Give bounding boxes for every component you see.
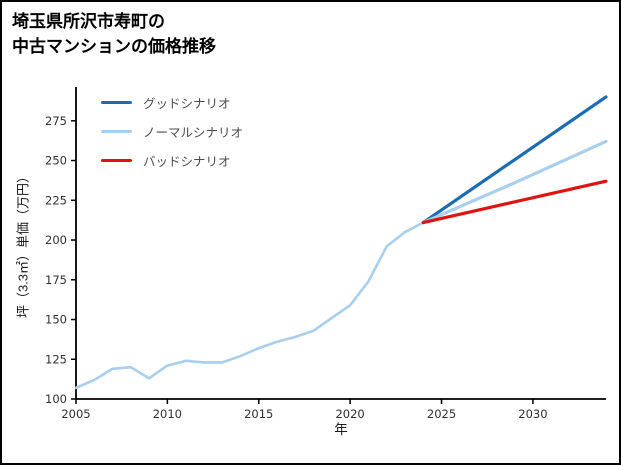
legend-item-good-scenario: グッドシナリオ xyxy=(101,93,243,112)
chart-title: 埼玉県所沢市寿町の 中古マンションの価格推移 xyxy=(12,10,216,59)
x-axis-label: 年 xyxy=(334,422,348,437)
series-line-1-グッドシナリオ xyxy=(421,95,608,225)
bad-scenario-line-swatch xyxy=(101,158,132,163)
x-tick-label: 2030 xyxy=(518,407,547,421)
legend-label-bad-scenario: バッドシナリオ xyxy=(143,155,231,169)
y-tick-label: 225 xyxy=(45,193,67,207)
y-tick-label: 150 xyxy=(45,313,67,327)
y-tick-label: 200 xyxy=(45,233,67,247)
series-line-3-バッドシナリオ xyxy=(421,179,608,225)
y-tick-label: 125 xyxy=(45,352,67,366)
series-line-2-ノーマルシナリオ xyxy=(421,139,608,225)
chart-legend: グッドシナリオ ノーマルシナリオ バッドシナリオ xyxy=(101,93,243,170)
good-scenario-line-swatch xyxy=(101,100,132,105)
x-tick-label: 2025 xyxy=(427,407,456,421)
y-axis-label: 坪（3.3㎡）単価（万円） xyxy=(15,169,31,319)
x-tick-label: 2005 xyxy=(61,407,90,421)
legend-item-bad-scenario: バッドシナリオ xyxy=(101,151,243,170)
chart-title-line1: 埼玉県所沢市寿町の xyxy=(12,12,165,31)
y-tick-label: 275 xyxy=(45,114,67,128)
legend-item-normal-scenario: ノーマルシナリオ xyxy=(101,122,243,141)
x-tick-label: 2015 xyxy=(244,407,273,421)
x-tick-label: 2020 xyxy=(335,407,364,421)
y-tick-label: 100 xyxy=(45,392,67,406)
x-tick-label: 2010 xyxy=(153,407,182,421)
y-tick-label: 250 xyxy=(45,154,67,168)
series-line-0-historical xyxy=(74,221,425,390)
normal-scenario-line-swatch xyxy=(101,129,132,134)
chart-title-line2: 中古マンションの価格推移 xyxy=(12,36,216,56)
y-tick-label: 175 xyxy=(45,273,67,287)
legend-label-good-scenario: グッドシナリオ xyxy=(143,97,231,111)
legend-label-normal-scenario: ノーマルシナリオ xyxy=(143,126,244,140)
